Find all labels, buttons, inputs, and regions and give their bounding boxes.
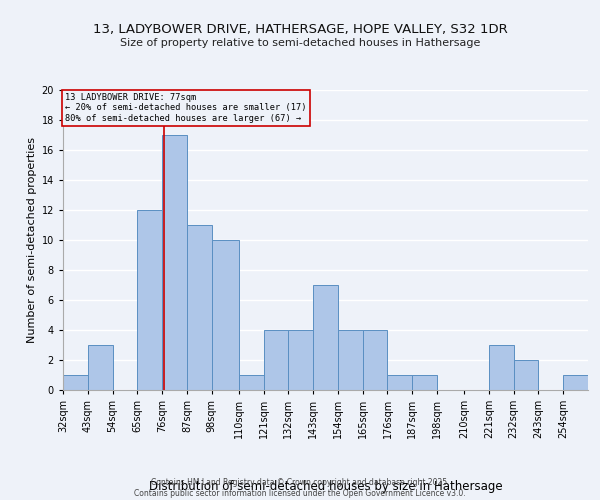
Bar: [212, 240, 239, 390]
Bar: [137, 210, 162, 390]
Text: 13 LADYBOWER DRIVE: 77sqm
← 20% of semi-detached houses are smaller (17)
80% of : 13 LADYBOWER DRIVE: 77sqm ← 20% of semi-…: [65, 93, 307, 123]
Bar: [239, 375, 263, 390]
Bar: [88, 345, 113, 390]
Bar: [263, 330, 289, 390]
Bar: [362, 330, 388, 390]
Bar: [187, 225, 212, 390]
Bar: [289, 330, 313, 390]
Bar: [563, 375, 588, 390]
Bar: [489, 345, 514, 390]
Bar: [63, 375, 88, 390]
Text: Contains HM Land Registry data © Crown copyright and database right 2025.
Contai: Contains HM Land Registry data © Crown c…: [134, 478, 466, 498]
Y-axis label: Number of semi-detached properties: Number of semi-detached properties: [28, 137, 37, 343]
Bar: [338, 330, 362, 390]
Text: 13, LADYBOWER DRIVE, HATHERSAGE, HOPE VALLEY, S32 1DR: 13, LADYBOWER DRIVE, HATHERSAGE, HOPE VA…: [92, 22, 508, 36]
Bar: [514, 360, 538, 390]
Text: Size of property relative to semi-detached houses in Hathersage: Size of property relative to semi-detach…: [120, 38, 480, 48]
X-axis label: Distribution of semi-detached houses by size in Hathersage: Distribution of semi-detached houses by …: [149, 480, 502, 493]
Bar: [412, 375, 437, 390]
Bar: [313, 285, 338, 390]
Bar: [388, 375, 412, 390]
Bar: [162, 135, 187, 390]
